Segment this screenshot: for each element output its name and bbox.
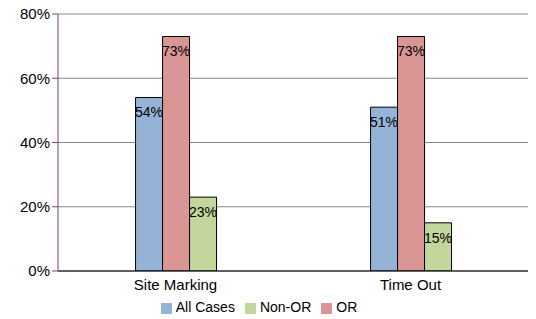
html-text:OR: OR [336, 299, 358, 315]
svg-text:73%: 73% [162, 43, 190, 59]
svg-text:40%: 40% [20, 134, 50, 151]
svg-text:20%: 20% [20, 198, 50, 215]
svg-text:Time Out: Time Out [380, 276, 442, 293]
svg-text:51%: 51% [370, 114, 398, 130]
html-text:All Cases: All Cases [175, 299, 235, 315]
html-text:Non-OR: Non-OR [259, 299, 312, 315]
svg-text:23%: 23% [189, 204, 217, 220]
svg-text:Site Marking: Site Marking [134, 276, 217, 293]
svg-text:0%: 0% [28, 262, 50, 279]
svg-text:15%: 15% [424, 230, 452, 246]
svg-text:80%: 80% [20, 5, 50, 22]
svg-text:54%: 54% [135, 104, 163, 120]
svg-text:73%: 73% [397, 43, 425, 59]
svg-text:60%: 60% [20, 70, 50, 87]
